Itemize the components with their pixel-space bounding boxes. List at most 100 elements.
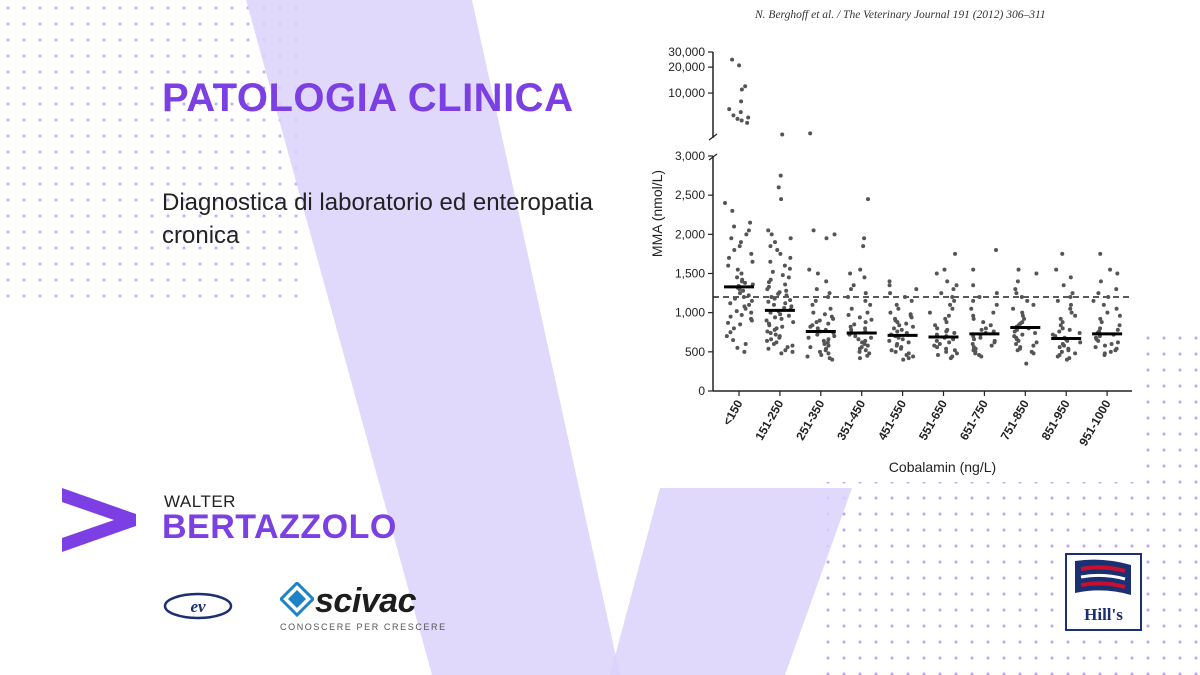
data-point — [858, 267, 863, 272]
data-point — [728, 314, 733, 319]
data-point — [857, 356, 862, 361]
data-point — [826, 337, 831, 342]
data-point — [723, 201, 727, 205]
data-point — [863, 291, 868, 296]
data-point — [909, 315, 914, 320]
data-point — [1098, 251, 1103, 256]
data-point — [778, 312, 783, 317]
data-point — [888, 310, 893, 315]
data-point — [784, 288, 789, 293]
author-first-name: WALTER — [164, 492, 236, 511]
data-point — [1064, 357, 1069, 362]
y-tick-label: 1,500 — [675, 267, 705, 281]
ev-logo-icon: ev — [163, 592, 233, 620]
data-point — [1115, 327, 1120, 332]
data-point — [861, 244, 866, 249]
data-point — [927, 310, 932, 315]
author-last-name: BERTAZZOLO — [162, 508, 397, 546]
data-point — [1068, 302, 1073, 307]
x-tick-label: 651-750 — [957, 397, 991, 442]
data-point — [935, 326, 940, 331]
data-point — [735, 345, 740, 350]
data-point — [744, 232, 749, 237]
data-point — [951, 287, 956, 292]
data-point — [865, 310, 870, 315]
page-title: PATOLOGIA CLINICA — [162, 76, 574, 120]
data-point — [769, 295, 774, 299]
x-tick-label: <150 — [720, 397, 746, 428]
data-point — [1057, 329, 1062, 334]
data-point — [1093, 345, 1098, 350]
data-point — [768, 331, 773, 336]
data-point — [894, 302, 899, 307]
data-point — [1020, 332, 1025, 337]
data-point — [815, 332, 820, 337]
data-point — [727, 255, 732, 260]
data-point — [992, 340, 997, 345]
data-point — [780, 273, 785, 278]
data-point — [1060, 320, 1065, 325]
y-tick-label: 3,000 — [675, 149, 705, 163]
data-point — [743, 342, 748, 346]
data-point — [824, 279, 829, 284]
data-point — [944, 346, 949, 351]
data-point — [750, 259, 755, 264]
data-point — [896, 306, 901, 311]
data-point — [776, 185, 781, 190]
data-point — [952, 348, 957, 353]
data-point — [942, 267, 947, 272]
y-axis-label: MMA (nmol/L) — [649, 170, 665, 257]
data-point — [904, 352, 909, 357]
data-point — [852, 322, 857, 327]
data-point — [978, 335, 983, 340]
data-point — [994, 248, 999, 252]
data-point — [910, 324, 915, 329]
data-point — [739, 118, 744, 123]
data-point — [773, 315, 778, 320]
data-point — [1031, 343, 1036, 348]
data-point — [734, 309, 739, 314]
data-point — [1073, 313, 1078, 318]
data-point — [822, 342, 827, 346]
y-tick-label: 1,000 — [675, 306, 705, 320]
data-point — [731, 326, 736, 331]
data-point — [954, 283, 959, 288]
data-point — [950, 295, 955, 299]
data-point — [848, 324, 853, 329]
data-point — [749, 318, 754, 323]
data-point — [772, 327, 777, 332]
data-point — [728, 330, 733, 335]
data-point — [857, 349, 862, 354]
y-tick-label: 2,500 — [675, 188, 705, 202]
data-point — [1068, 295, 1073, 299]
data-point — [811, 310, 816, 315]
x-axis-label: Cobalamin (ng/L) — [889, 459, 996, 475]
data-point — [815, 326, 820, 331]
data-point — [778, 173, 783, 178]
data-point — [863, 326, 868, 331]
data-point — [1024, 361, 1029, 366]
data-point — [749, 298, 754, 303]
data-point — [1102, 352, 1107, 357]
data-point — [1014, 342, 1019, 346]
data-point — [739, 99, 744, 104]
figure-citation: N. Berghoff et al. / The Veterinary Jour… — [755, 9, 1046, 21]
data-point — [973, 351, 978, 356]
data-point — [791, 320, 796, 325]
data-point — [1114, 306, 1119, 311]
data-point — [773, 332, 778, 337]
data-point — [891, 326, 896, 331]
data-point — [1058, 323, 1063, 328]
ev-logo-text: ev — [190, 597, 206, 616]
data-point — [944, 349, 949, 354]
data-point — [1022, 316, 1027, 321]
data-point — [1102, 343, 1107, 348]
data-point — [726, 263, 731, 268]
x-tick-label: 551-650 — [916, 397, 950, 442]
data-point — [771, 302, 776, 307]
data-point — [787, 266, 792, 271]
data-point — [772, 296, 777, 301]
y-tick-label: 30,000 — [668, 45, 705, 59]
data-point — [768, 259, 773, 264]
scivac-wordmark: scivac — [315, 582, 417, 620]
